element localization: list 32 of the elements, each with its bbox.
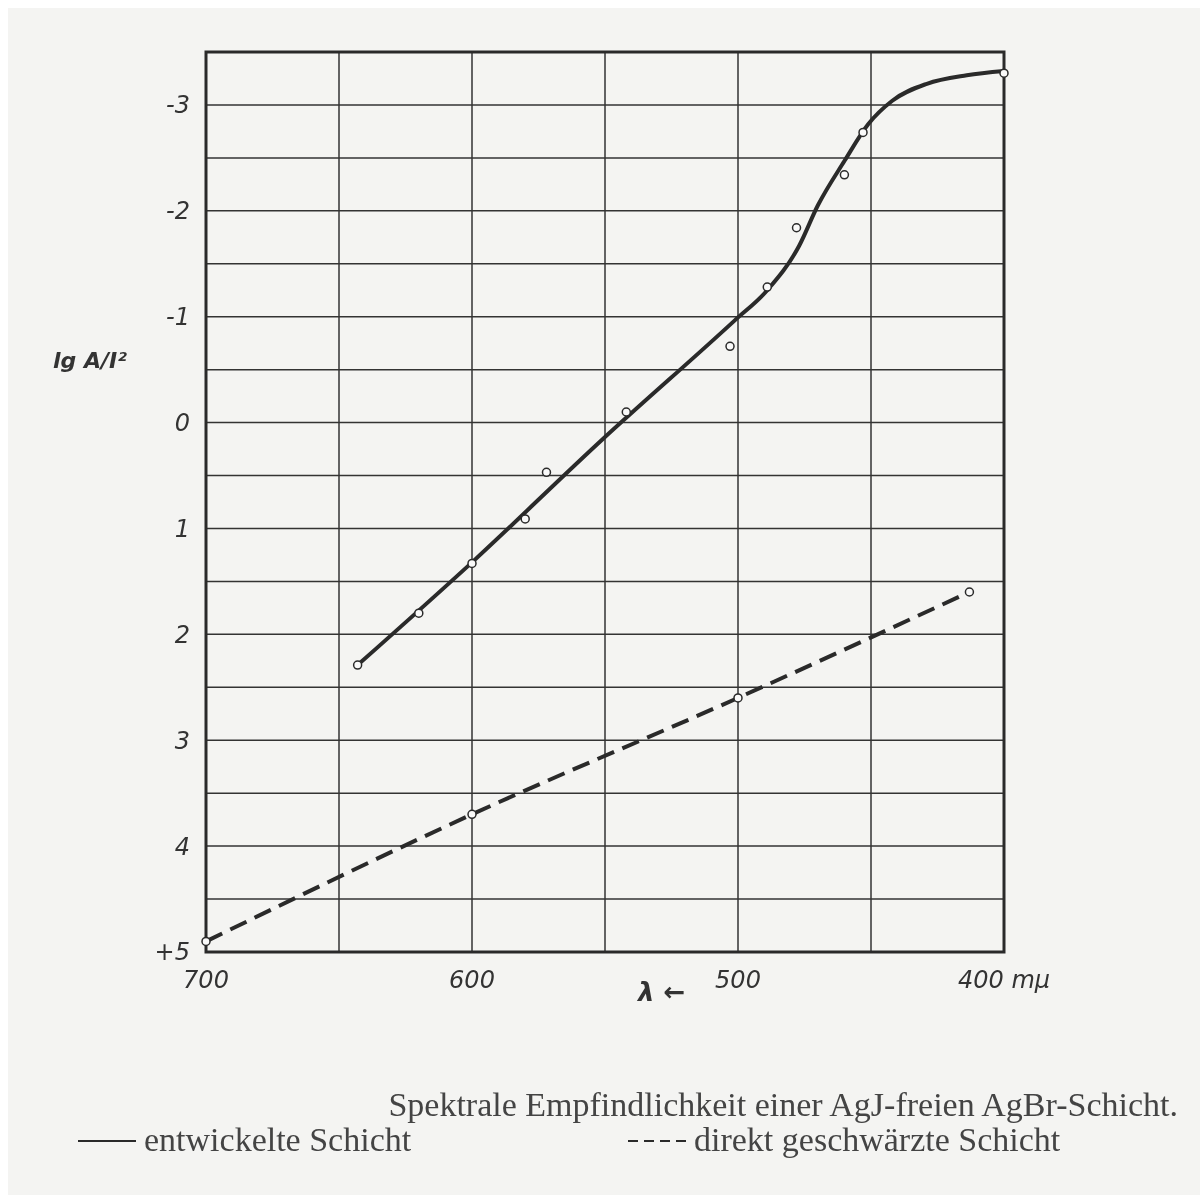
point xyxy=(352,660,363,670)
y-tick-label: 0 xyxy=(174,408,190,437)
x-tick-label: 600 xyxy=(449,966,495,994)
point xyxy=(791,223,802,233)
point xyxy=(467,558,477,569)
point xyxy=(414,608,424,618)
point xyxy=(201,936,211,947)
x-tick-label: 700 xyxy=(183,966,229,994)
point xyxy=(839,170,850,180)
x-tick-label: 500 xyxy=(715,966,761,994)
text: Spektrale Empfindlichkeit einer AgJ-freien AgBr-Schicht. xyxy=(388,1086,1178,1123)
y-tick-label: 4 xyxy=(174,832,190,861)
x-axis-title: λ ← xyxy=(636,977,686,1007)
point xyxy=(858,127,868,138)
y-tick-label: 2 xyxy=(174,620,190,649)
point xyxy=(541,467,552,478)
y-tick-label: 1 xyxy=(174,514,190,543)
point xyxy=(621,407,632,417)
x-tick-label: 400 mμ xyxy=(957,966,1051,994)
point xyxy=(725,341,735,352)
point xyxy=(762,282,773,292)
y-tick-label: 3 xyxy=(174,726,190,755)
point xyxy=(467,809,477,820)
y-tick-label: +5 xyxy=(154,938,190,967)
point xyxy=(520,514,530,524)
point xyxy=(964,587,975,597)
point xyxy=(999,68,1009,78)
y-tick-label: -2 xyxy=(166,197,190,226)
y-axis-title: lg A/I² xyxy=(53,348,128,373)
point xyxy=(733,693,743,703)
y-tick-label: -1 xyxy=(166,303,190,332)
y-tick-label: -3 xyxy=(166,91,190,120)
